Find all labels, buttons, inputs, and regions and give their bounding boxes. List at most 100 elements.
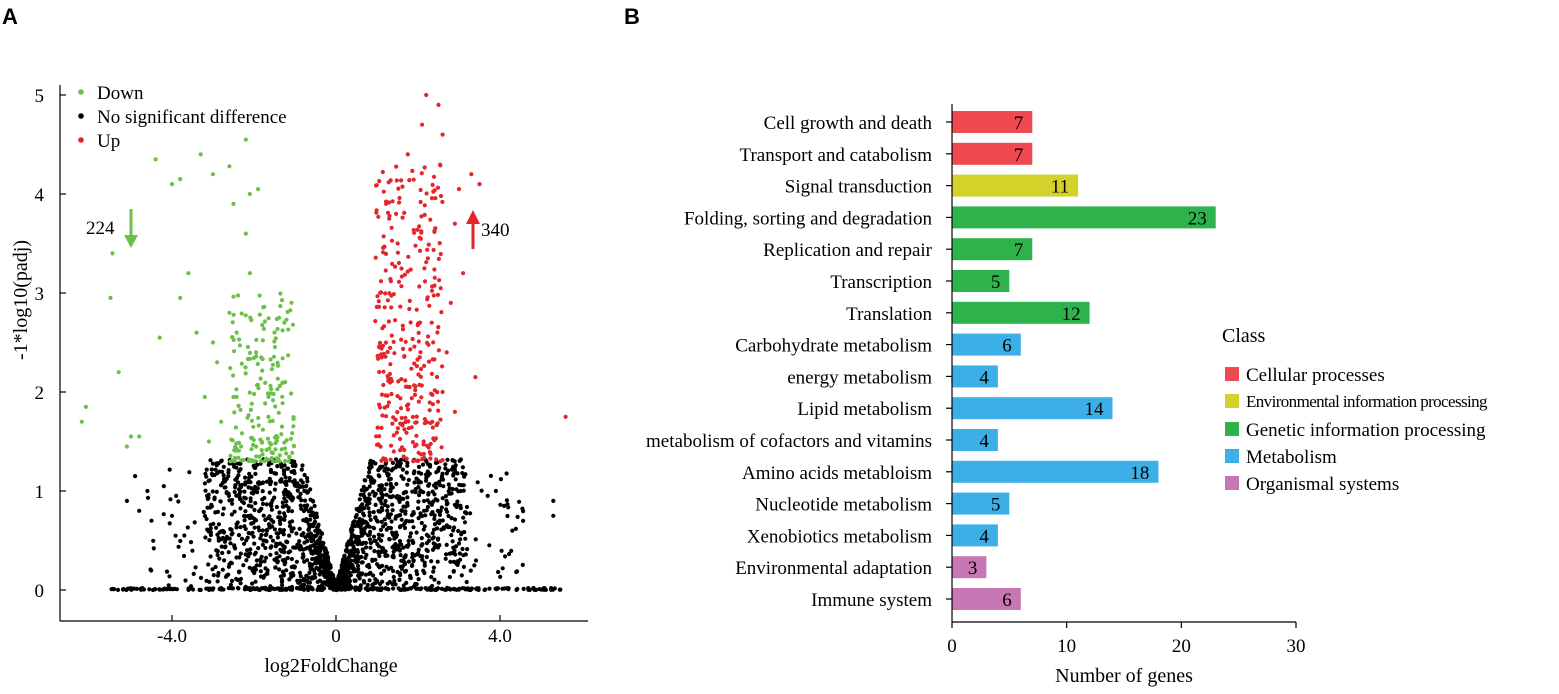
down-point [273, 447, 278, 452]
down-point [269, 367, 274, 372]
up-point [395, 410, 400, 415]
ns-point [208, 554, 213, 559]
up-point [400, 215, 405, 220]
up-point [408, 347, 413, 352]
legend-label-ns: No significant difference [97, 107, 287, 128]
down-point [234, 330, 239, 335]
ns-point [461, 553, 466, 558]
up-point [434, 457, 439, 462]
ns-point [238, 551, 243, 556]
down-point [284, 451, 289, 456]
ns-point [494, 587, 499, 592]
up-point [391, 433, 396, 438]
ns-point [318, 535, 323, 540]
ns-point [236, 469, 242, 474]
up-point [381, 245, 386, 250]
ns-point [399, 558, 404, 563]
ns-point [125, 586, 130, 592]
down-point [274, 458, 279, 464]
ns-point [299, 467, 304, 472]
ns-point [253, 501, 258, 506]
ns-point [452, 525, 457, 530]
ns-point [206, 562, 211, 567]
up-point [419, 395, 424, 400]
down-point [258, 376, 263, 381]
down-count-label: 224 [86, 218, 115, 239]
ns-point [462, 474, 467, 479]
down-count-annotation: 224 [86, 209, 138, 248]
up-point [417, 382, 422, 387]
down-point [157, 335, 162, 340]
ns-point [379, 571, 384, 576]
ns-point [372, 549, 377, 554]
ns-point [213, 467, 218, 472]
up-point [436, 102, 441, 107]
down-point [228, 453, 233, 458]
legend-label-up: Up [97, 131, 120, 152]
up-point [394, 430, 399, 435]
up-point [432, 275, 437, 280]
ns-point [218, 499, 223, 504]
ns-point [376, 496, 381, 501]
ns-point [301, 547, 306, 552]
bar [952, 333, 1021, 356]
down-point [231, 294, 236, 299]
up-point [413, 388, 418, 393]
legend-swatch-environmental [1225, 394, 1239, 408]
down-point [277, 315, 282, 320]
ns-point [235, 480, 241, 485]
ns-point [364, 545, 369, 550]
down-point [232, 410, 237, 415]
ns-point [282, 546, 287, 551]
ns-point [213, 564, 218, 570]
ns-point [161, 512, 166, 517]
ns-point [212, 495, 217, 500]
down-point [260, 427, 265, 432]
ns-point [244, 558, 249, 563]
up-point [426, 242, 431, 247]
ns-point [411, 471, 416, 476]
down-point [128, 434, 134, 439]
ns-point [151, 538, 156, 543]
down-point [247, 191, 252, 197]
ns-point [443, 556, 448, 561]
ns-point [268, 467, 273, 472]
ns-point [208, 458, 213, 463]
down-point [230, 320, 235, 325]
up-point [412, 383, 417, 388]
ns-point [255, 480, 261, 486]
up-point [438, 163, 443, 168]
ns-point [297, 526, 302, 532]
up-point [377, 369, 382, 375]
up-point [375, 294, 380, 299]
legend-swatch-cellular [1225, 367, 1239, 381]
up-point [404, 456, 409, 461]
down-point [234, 387, 239, 392]
bar-category-label: Amino acids metabloism [742, 463, 932, 484]
ns-point [230, 531, 235, 536]
ns-point [252, 525, 257, 530]
ns-point [260, 528, 265, 533]
ns-point [367, 524, 372, 529]
ns-point [252, 552, 257, 557]
down-point [230, 335, 235, 340]
ns-point [295, 481, 300, 486]
up-point [429, 371, 434, 376]
ns-point [504, 498, 509, 503]
ns-point [273, 471, 279, 476]
up-point [403, 419, 408, 425]
ns-point [295, 488, 300, 493]
ns-point [259, 532, 264, 538]
ns-point [266, 522, 272, 527]
ns-point [310, 586, 315, 591]
bar-category-label: Environmental adaptation [735, 558, 932, 579]
ns-point [338, 586, 343, 592]
ns-point [443, 462, 448, 467]
ns-point [394, 481, 399, 487]
up-point [383, 354, 388, 359]
ns-point [509, 548, 514, 554]
ns-point [456, 489, 461, 494]
up-point [436, 325, 441, 330]
ns-point [320, 540, 325, 545]
up-point [414, 364, 419, 369]
